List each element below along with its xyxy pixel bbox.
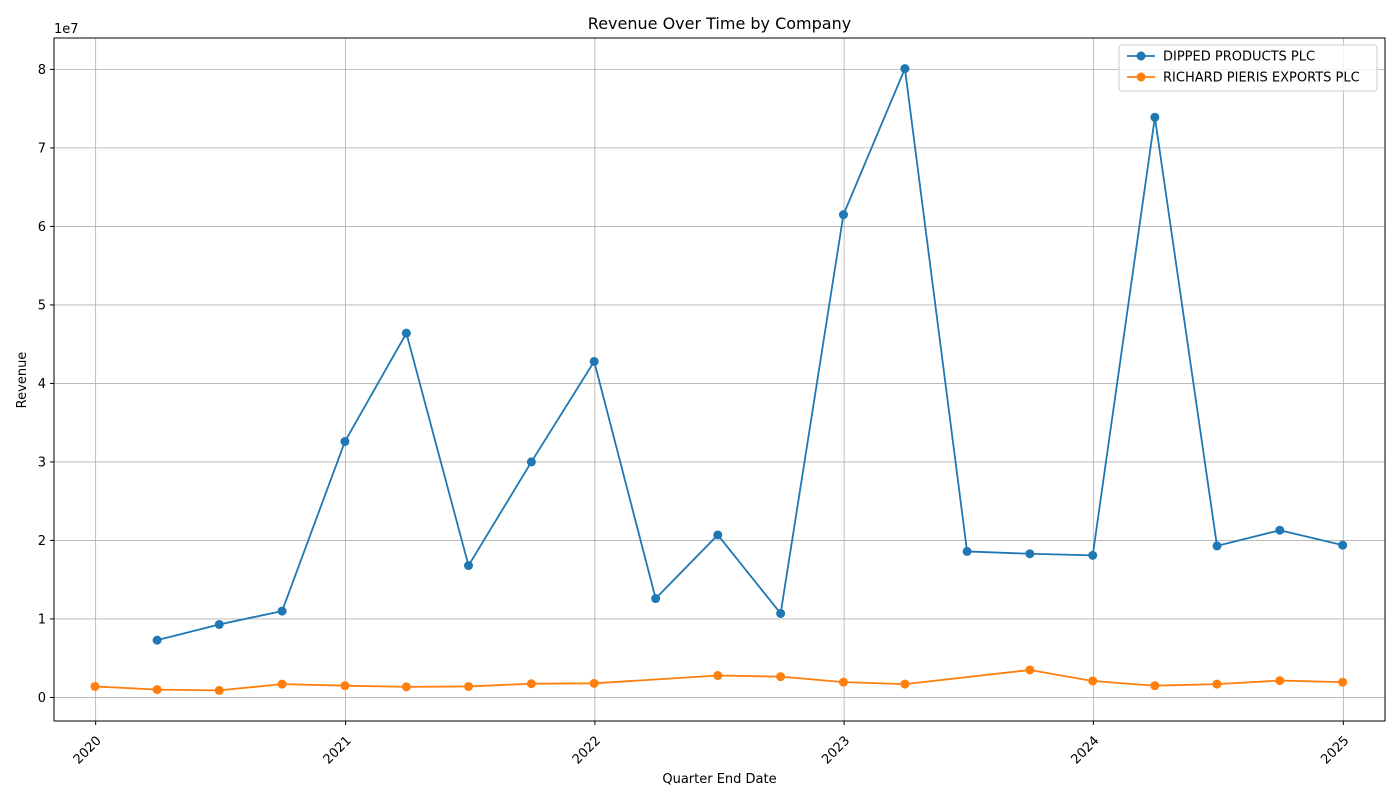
- y-tick-label: 1: [38, 612, 46, 627]
- series-1-point: [152, 635, 162, 645]
- y-axis-title: Revenue: [15, 352, 30, 409]
- series-1-point: [776, 608, 786, 618]
- series-2-point: [589, 678, 599, 688]
- series-1-point: [464, 561, 474, 571]
- series-1-point: [838, 210, 848, 220]
- series-1-point: [962, 546, 972, 556]
- series-1-point: [1088, 550, 1098, 560]
- series-2-point: [1275, 676, 1285, 686]
- series-2-point: [90, 681, 100, 691]
- series-2-point: [1150, 681, 1160, 691]
- legend-swatch-marker: [1136, 51, 1146, 61]
- series-2-point: [713, 670, 723, 680]
- series-2-point: [838, 677, 848, 687]
- series-2-point: [464, 681, 474, 691]
- series-2-point: [900, 679, 910, 689]
- series-1-point: [1338, 540, 1348, 550]
- series-1-point: [1150, 112, 1160, 122]
- chart-title: Revenue Over Time by Company: [588, 14, 851, 33]
- y-tick-label: 4: [38, 377, 46, 392]
- x-axis-title: Quarter End Date: [662, 772, 776, 787]
- plot-frame: [53, 37, 1386, 722]
- series-2: [90, 665, 1348, 695]
- series-1-point: [1212, 541, 1222, 551]
- series-1-point: [713, 530, 723, 540]
- y-tick-label: 5: [38, 298, 46, 313]
- series-1-point: [1025, 549, 1035, 559]
- y-axis-ticks: 0 1 2 3 4 5 6 7 8: [38, 63, 54, 706]
- series-1: [152, 64, 1348, 645]
- legend-label: DIPPED PRODUCTS PLC: [1163, 50, 1315, 65]
- series-1-line: [156, 67, 1343, 642]
- legend-box: [1118, 44, 1378, 92]
- series-2-point: [1088, 676, 1098, 686]
- series-1-point: [340, 437, 350, 447]
- series-layer: [90, 64, 1348, 695]
- series-2-point: [152, 685, 162, 695]
- series-2-point: [277, 679, 287, 689]
- series-2-point: [1025, 665, 1035, 675]
- legend-label: RICHARD PIERIS EXPORTS PLC: [1163, 71, 1360, 86]
- series-2-point: [1338, 677, 1348, 687]
- series-1-point: [651, 594, 661, 604]
- series-1-point: [1275, 525, 1285, 535]
- grid-lines: [54, 38, 1385, 721]
- legend: DIPPED PRODUCTS PLC RICHARD PIERIS EXPORT…: [1118, 44, 1378, 92]
- y-axis-offset-label: 1e7: [54, 22, 79, 37]
- y-tick-label: 3: [38, 455, 46, 470]
- y-tick-label: 2: [38, 534, 46, 549]
- legend-swatch-marker: [1136, 72, 1146, 82]
- series-2-point: [776, 672, 786, 682]
- series-2-point: [1212, 679, 1222, 689]
- series-1-point: [900, 64, 910, 74]
- series-2-point: [340, 681, 350, 691]
- y-tick-label: 6: [38, 220, 46, 235]
- series-1-point: [214, 619, 224, 629]
- series-2-point: [526, 679, 536, 689]
- y-tick-label: 8: [38, 63, 46, 78]
- series-2-point: [401, 682, 411, 692]
- y-tick-label: 7: [38, 141, 46, 156]
- y-tick-label: 0: [38, 691, 46, 706]
- series-1-point: [589, 356, 599, 366]
- series-1-point: [401, 328, 411, 338]
- series-1-point: [277, 606, 287, 616]
- series-1-point: [526, 457, 536, 467]
- series-2-point: [214, 685, 224, 695]
